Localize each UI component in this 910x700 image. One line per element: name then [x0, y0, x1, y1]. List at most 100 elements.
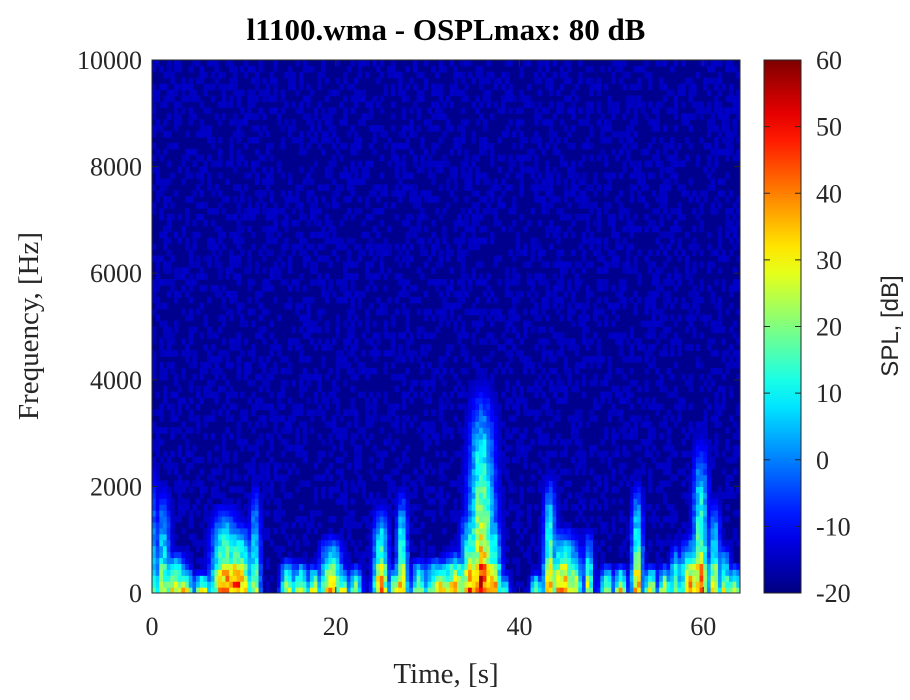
- heatmap-cell: [486, 314, 491, 322]
- heatmap-cell: [328, 166, 333, 174]
- heatmap-cell: [287, 362, 293, 369]
- heatmap-cell: [313, 196, 318, 203]
- heatmap-cell: [541, 421, 546, 428]
- heatmap-cell: [350, 510, 355, 517]
- heatmap-cell: [284, 492, 289, 499]
- heatmap-cell: [265, 131, 271, 138]
- heatmap-cell: [284, 427, 289, 434]
- heatmap-cell: [199, 456, 205, 464]
- heatmap-cell: [431, 243, 436, 251]
- heatmap-cell: [497, 516, 502, 523]
- heatmap-cell: [251, 391, 256, 399]
- heatmap-cell: [442, 279, 447, 286]
- heatmap-cell: [423, 397, 429, 405]
- heatmap-cell: [221, 338, 227, 345]
- heatmap-cell: [247, 89, 252, 97]
- heatmap-cell: [170, 77, 175, 85]
- heatmap-cell: [214, 261, 219, 268]
- heatmap-cell: [152, 83, 157, 91]
- heatmap-cell: [372, 510, 377, 517]
- heatmap-cell: [438, 563, 443, 570]
- heatmap-cell: [332, 575, 337, 582]
- heatmap-cell: [464, 415, 469, 422]
- heatmap-cell: [420, 367, 425, 375]
- heatmap-cell: [354, 462, 359, 470]
- heatmap-cell: [152, 575, 157, 582]
- heatmap-cell: [188, 362, 194, 369]
- heatmap-cell: [346, 551, 352, 559]
- heatmap-cell: [534, 154, 539, 162]
- heatmap-cell: [291, 196, 296, 203]
- heatmap-cell: [523, 527, 528, 535]
- heatmap-cell: [229, 213, 234, 221]
- heatmap-cell: [332, 154, 337, 162]
- heatmap-cell: [482, 450, 488, 458]
- heatmap-cell: [185, 468, 190, 476]
- heatmap-cell: [203, 255, 208, 262]
- heatmap-cell: [365, 273, 370, 280]
- heatmap-cell: [589, 243, 594, 251]
- heatmap-cell: [188, 338, 194, 345]
- heatmap-cell: [365, 338, 370, 345]
- heatmap-cell: [490, 575, 495, 582]
- heatmap-cell: [479, 468, 484, 476]
- heatmap-cell: [394, 581, 399, 588]
- heatmap-cell: [306, 320, 311, 328]
- heatmap-cell: [339, 172, 344, 180]
- heatmap-cell: [497, 504, 502, 511]
- heatmap-cell: [346, 527, 352, 535]
- heatmap-cell: [460, 77, 465, 85]
- heatmap-cell: [332, 563, 337, 570]
- heatmap-cell: [310, 587, 315, 593]
- heatmap-cell: [545, 403, 550, 411]
- heatmap-cell: [420, 557, 425, 564]
- heatmap-cell: [541, 510, 546, 517]
- heatmap-cell: [152, 439, 157, 446]
- heatmap-cell: [166, 65, 171, 73]
- heatmap-cell: [519, 136, 524, 144]
- heatmap-cell: [482, 427, 488, 434]
- heatmap-cell: [236, 474, 241, 482]
- heatmap-cell: [265, 510, 271, 517]
- heatmap-cell: [438, 166, 443, 174]
- heatmap-cell: [317, 101, 322, 108]
- heatmap-cell: [243, 60, 249, 67]
- heatmap-cell: [317, 521, 322, 529]
- heatmap-cell: [519, 492, 524, 499]
- heatmap-cell: [163, 557, 168, 564]
- heatmap-cell: [372, 521, 377, 529]
- heatmap-cell: [273, 498, 278, 505]
- heatmap-cell: [273, 474, 278, 482]
- heatmap-cell: [457, 474, 462, 482]
- heatmap-cell: [346, 362, 352, 369]
- heatmap-cell: [163, 486, 168, 493]
- heatmap-cell: [163, 261, 168, 268]
- heatmap-cell: [229, 516, 234, 523]
- heatmap-cell: [493, 444, 499, 452]
- heatmap-cell: [265, 563, 271, 570]
- heatmap-cell: [247, 492, 252, 499]
- heatmap-cell: [221, 296, 227, 304]
- heatmap-cell: [181, 397, 186, 405]
- heatmap-cell: [585, 65, 590, 73]
- heatmap-cell: [504, 338, 510, 345]
- heatmap-cell: [442, 314, 447, 322]
- heatmap-cell: [174, 563, 179, 570]
- heatmap-cell: [449, 575, 454, 582]
- heatmap-cell: [343, 539, 348, 547]
- heatmap-cell: [196, 255, 201, 262]
- heatmap-cell: [229, 362, 234, 369]
- heatmap-cell: [343, 450, 348, 458]
- heatmap-cell: [276, 581, 282, 588]
- heatmap-cell: [163, 202, 168, 209]
- heatmap-cell: [475, 427, 480, 434]
- heatmap-cell: [508, 444, 513, 452]
- heatmap-cell: [218, 190, 223, 197]
- heatmap-cell: [229, 290, 234, 298]
- heatmap-cell: [368, 569, 374, 576]
- heatmap-cell: [523, 249, 528, 257]
- heatmap-cell: [589, 142, 594, 150]
- heatmap-cell: [427, 397, 432, 405]
- heatmap-cell: [581, 326, 587, 334]
- heatmap-cell: [181, 504, 186, 511]
